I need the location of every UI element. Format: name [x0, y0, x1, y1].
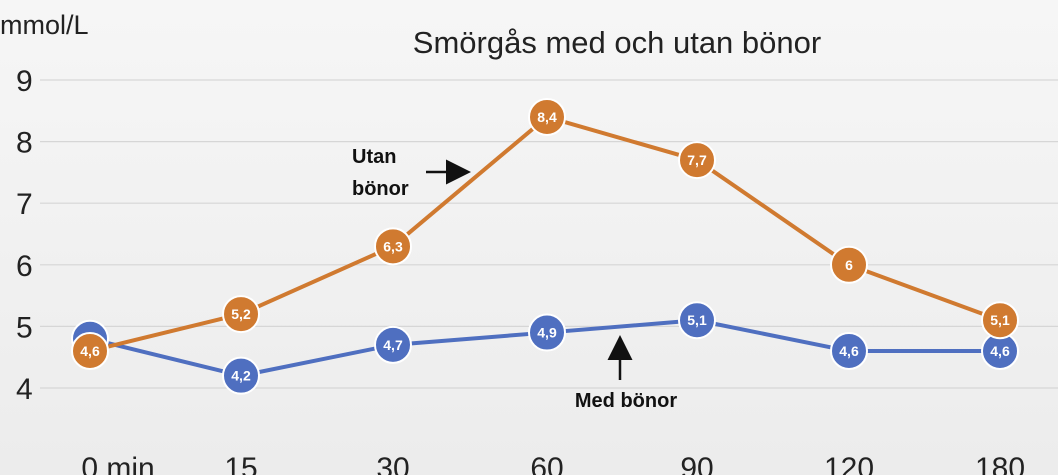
y-tick-label: 9 [16, 65, 33, 98]
data-label: 4,6 [80, 343, 100, 359]
x-tick-label: 120 [824, 452, 874, 475]
x-tick-label: 15 [224, 452, 257, 475]
data-point [528, 97, 566, 136]
y-tick-label: 6 [16, 250, 33, 283]
data-label: 5,2 [231, 306, 251, 322]
data-point [678, 141, 716, 180]
x-axis-ticks: 0 min 15 30 60 90 120 180 [81, 452, 1025, 475]
data-point [678, 301, 716, 340]
data-label: 5,1 [687, 312, 707, 328]
gridlines [40, 79, 1058, 389]
y-tick-label: 8 [16, 127, 33, 160]
y-axis-ticks: 9 8 7 6 5 4 [16, 65, 33, 406]
data-label: 6 [845, 257, 853, 273]
y-axis-unit-label: mmol/L [0, 10, 89, 40]
y-tick-label: 7 [16, 188, 33, 221]
data-label: 4,7 [383, 337, 403, 353]
y-tick-label: 5 [16, 311, 33, 344]
series-group: 4,84,24,74,95,14,64,64,65,26,38,47,765,1 [71, 97, 1019, 395]
data-point [981, 301, 1019, 340]
data-point [830, 332, 868, 371]
annotation-utan-line1: Utan [352, 146, 396, 168]
data-label: 4,2 [231, 368, 251, 384]
y-tick-label: 4 [16, 373, 33, 406]
annotation-med: Med bönor [575, 390, 677, 412]
annotation-utan-line2: bönor [352, 178, 409, 200]
data-point [71, 332, 109, 371]
x-tick-label: 180 [975, 452, 1025, 475]
data-point [830, 245, 868, 284]
x-tick-label: 30 [376, 452, 409, 475]
annotations: Utan bönor Med bönor [352, 146, 677, 412]
data-point [528, 313, 566, 352]
data-point [222, 295, 260, 334]
x-tick-label: 90 [680, 452, 713, 475]
chart-title: Smörgås med och utan bönor [413, 25, 821, 60]
data-label: 6,3 [383, 238, 403, 254]
data-point [374, 325, 412, 364]
data-label: 4,9 [537, 325, 557, 341]
data-label: 4,6 [990, 343, 1010, 359]
data-label: 5,1 [990, 312, 1010, 328]
data-point [374, 227, 412, 266]
x-tick-label: 60 [530, 452, 563, 475]
data-label: 4,6 [839, 343, 859, 359]
data-label: 8,4 [537, 109, 557, 125]
data-point [222, 356, 260, 395]
data-label: 7,7 [687, 152, 707, 168]
x-tick-label: 0 min [81, 452, 154, 475]
